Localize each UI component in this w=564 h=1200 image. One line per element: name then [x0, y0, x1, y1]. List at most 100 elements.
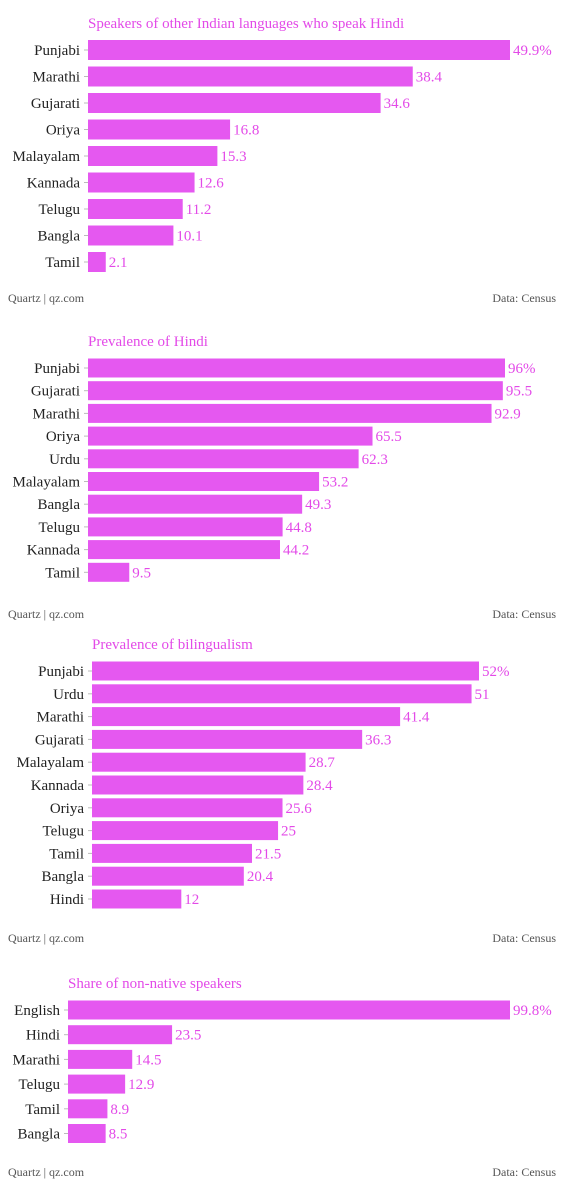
data-label: 51 [475, 687, 490, 703]
data-label: 95.5 [506, 384, 532, 400]
data-label: 34.6 [384, 96, 411, 112]
chart-panel-bilingualism: Prevalence of bilingualism Punjabi 52% Urdu… [0, 635, 564, 955]
data-label: 8.5 [109, 1127, 128, 1143]
bar [92, 889, 182, 909]
category-label: Malayalam [13, 149, 81, 165]
data-label: 12 [184, 892, 199, 908]
data-label: 12.9 [128, 1077, 154, 1093]
category-label: Oriya [46, 429, 80, 445]
data-label: 44.8 [286, 520, 312, 536]
category-label: Gujarati [35, 732, 84, 748]
bar [88, 40, 510, 60]
data-label: 44.2 [283, 543, 309, 559]
bar [92, 752, 306, 772]
data-label: 92.9 [495, 406, 521, 422]
chart-title: Share of non-native speakers [68, 976, 242, 992]
category-label: Oriya [50, 801, 84, 817]
category-label: Punjabi [34, 43, 80, 59]
chart-svg: Prevalence of Hindi Punjabi 96% Gujarati 95.… [8, 334, 556, 621]
bar [88, 562, 130, 582]
category-label: Oriya [46, 123, 80, 139]
category-label: Marathi [13, 1052, 60, 1068]
bar [92, 775, 304, 795]
category-label: Malayalam [17, 755, 85, 771]
chart-svg: Speakers of other Indian languages who s… [8, 16, 556, 305]
data-label: 23.5 [175, 1028, 201, 1044]
category-label: Urdu [49, 452, 80, 468]
category-label: Kannada [31, 778, 85, 794]
bar [92, 843, 253, 863]
chart-title: Speakers of other Indian languages who s… [88, 16, 404, 32]
bar [88, 403, 492, 423]
data-label: 12.6 [198, 176, 225, 192]
category-label: Punjabi [38, 664, 84, 680]
credit-text: Quartz | qz.com [8, 607, 85, 621]
category-label: Urdu [53, 687, 84, 703]
bar [88, 199, 183, 219]
chart-panel-non-native: Share of non-native speakers English 99.8%… [0, 965, 564, 1200]
bar [88, 172, 195, 193]
data-label: 41.4 [403, 710, 430, 726]
data-label: 49.3 [305, 497, 331, 513]
category-label: Bangla [38, 229, 81, 245]
bar [92, 866, 244, 886]
data-label: 52% [482, 664, 510, 680]
bar [92, 821, 279, 841]
data-label: 2.1 [109, 255, 128, 271]
category-label: Tamil [25, 1102, 60, 1118]
bar [88, 66, 413, 87]
bar [68, 1049, 133, 1069]
data-label: 10.1 [176, 229, 202, 245]
data-label: 38.4 [416, 70, 443, 86]
category-label: Telugu [39, 202, 81, 218]
bar [88, 426, 373, 446]
data-label: 96% [508, 361, 536, 377]
bar [92, 798, 283, 818]
data-label: 49.9% [513, 43, 552, 59]
data-label: 25 [281, 824, 296, 840]
category-label: Bangla [42, 869, 85, 885]
chart-svg: Share of non-native speakers English 99.8%… [8, 976, 556, 1179]
bar [88, 146, 218, 166]
credit-text: Quartz | qz.com [8, 931, 85, 945]
bar [88, 494, 303, 514]
category-label: Telugu [39, 520, 81, 536]
bar [68, 1099, 108, 1119]
source-text: Data: Census [492, 291, 556, 305]
chart-panel-hindi-speakers: Speakers of other Indian languages who s… [0, 0, 564, 320]
category-label: Telugu [43, 824, 85, 840]
data-label: 65.5 [376, 429, 402, 445]
category-label: Kannada [27, 543, 81, 559]
data-label: 28.7 [309, 755, 336, 771]
data-label: 14.5 [135, 1052, 161, 1068]
category-label: Tamil [49, 846, 84, 862]
source-text: Data: Census [492, 1165, 556, 1179]
category-label: Kannada [27, 176, 81, 192]
category-label: English [14, 1003, 60, 1019]
data-label: 21.5 [255, 846, 281, 862]
category-label: Marathi [33, 406, 80, 422]
bar [88, 449, 359, 469]
bar [88, 252, 106, 272]
category-label: Bangla [38, 497, 81, 513]
chart-title: Prevalence of bilingualism [92, 637, 253, 653]
data-label: 20.4 [247, 869, 274, 885]
bar [68, 1025, 173, 1045]
category-label: Tamil [45, 565, 80, 581]
chart-title: Prevalence of Hindi [88, 334, 208, 350]
bar [68, 1074, 126, 1094]
bar [88, 381, 503, 401]
data-label: 9.5 [132, 565, 151, 581]
category-label: Hindi [50, 892, 84, 908]
source-text: Data: Census [492, 607, 556, 621]
category-label: Telugu [19, 1077, 61, 1093]
category-label: Punjabi [34, 361, 80, 377]
bar [88, 517, 283, 537]
data-label: 99.8% [513, 1003, 552, 1019]
bar [88, 119, 231, 140]
category-label: Tamil [45, 255, 80, 271]
category-label: Malayalam [13, 475, 81, 491]
data-label: 8.9 [110, 1102, 129, 1118]
credit-text: Quartz | qz.com [8, 291, 85, 305]
credit-text: Quartz | qz.com [8, 1165, 85, 1179]
